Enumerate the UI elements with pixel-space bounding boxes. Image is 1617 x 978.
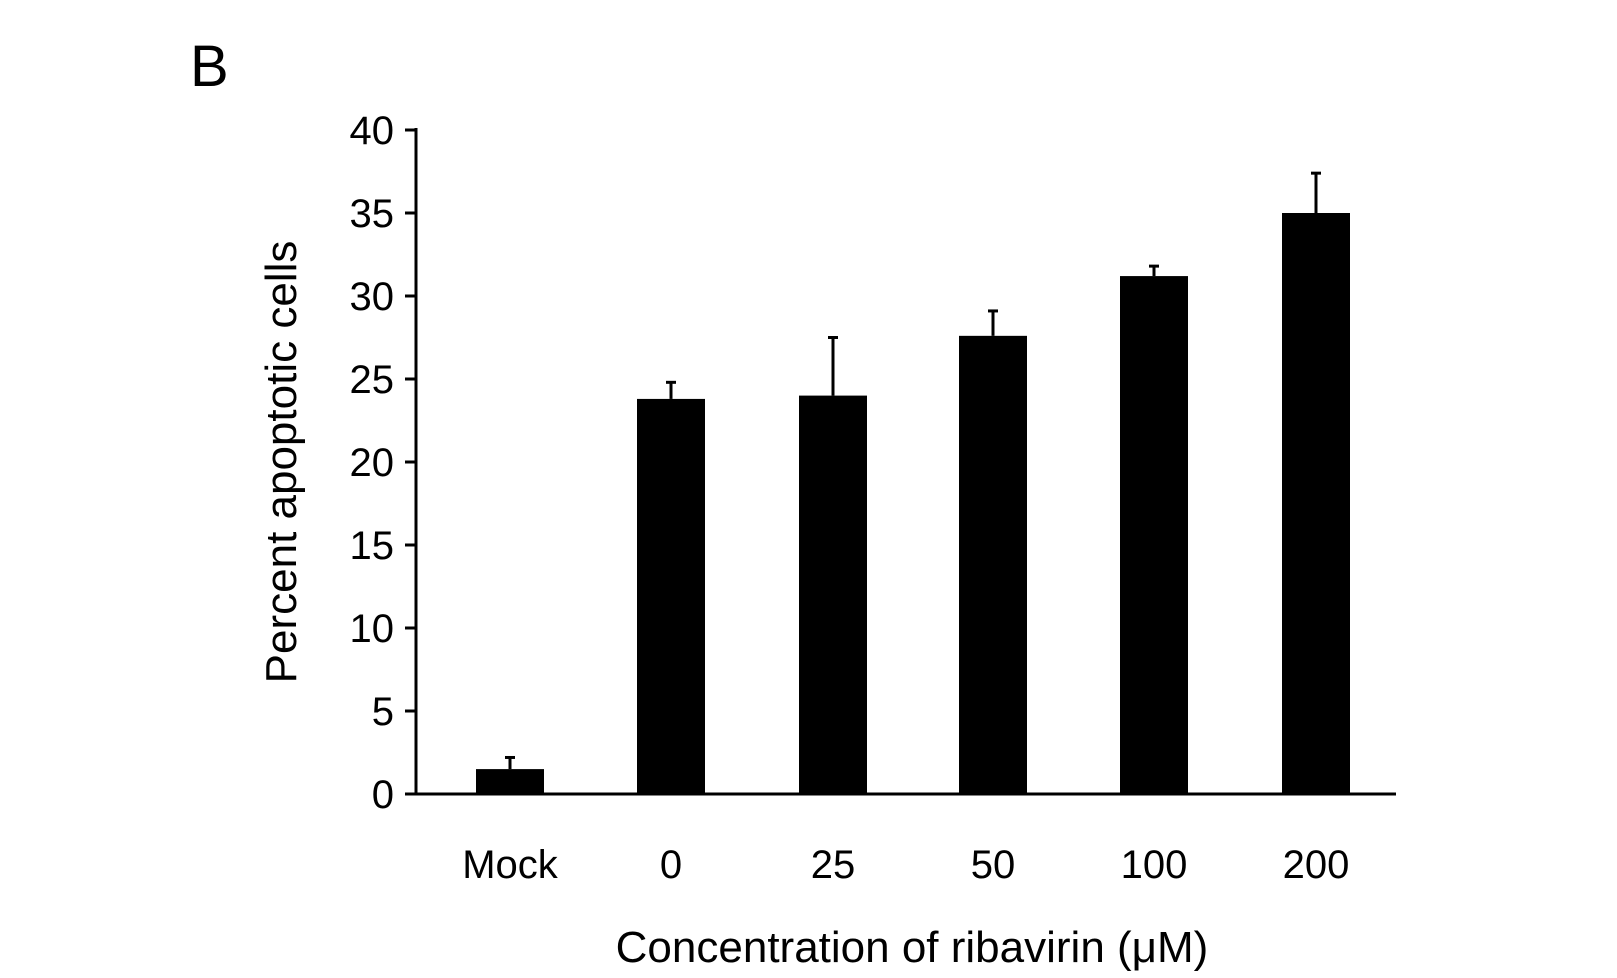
y-tick-label: 0 — [372, 773, 394, 817]
bars-group — [476, 171, 1350, 795]
y-tick-label: 30 — [350, 275, 395, 319]
x-tick-label: 100 — [1121, 843, 1188, 887]
x-axis-title: Concentration of ribavirin (μM) — [616, 923, 1209, 972]
y-tick-label: 25 — [350, 358, 395, 402]
panel-label: B — [190, 34, 229, 99]
x-tick-label: 200 — [1283, 843, 1350, 887]
y-tick-label: 40 — [350, 109, 395, 153]
y-tick-label: 20 — [350, 441, 395, 485]
y-tick-label: 15 — [350, 524, 395, 568]
bar-50 — [959, 335, 1027, 794]
bar-100 — [1120, 276, 1188, 795]
x-tick-label: 25 — [811, 843, 856, 887]
y-tick-label: 10 — [350, 607, 395, 651]
y-axis-title: Percent apoptotic cells — [257, 241, 306, 684]
y-tick-label: 35 — [350, 192, 395, 236]
x-tick-label: Mock — [462, 843, 559, 887]
y-ticks: 0 5 10 15 20 25 30 35 40 — [350, 109, 416, 817]
bar-25 — [799, 395, 867, 794]
x-tick-label: 50 — [971, 843, 1016, 887]
x-tick-labels: Mock 0 25 50 100 200 — [462, 843, 1349, 887]
y-tick-label: 5 — [372, 690, 394, 734]
bar-0 — [637, 398, 705, 794]
bar-mock — [476, 769, 544, 794]
x-tick-label: 0 — [660, 843, 682, 887]
bar-200 — [1282, 213, 1350, 794]
